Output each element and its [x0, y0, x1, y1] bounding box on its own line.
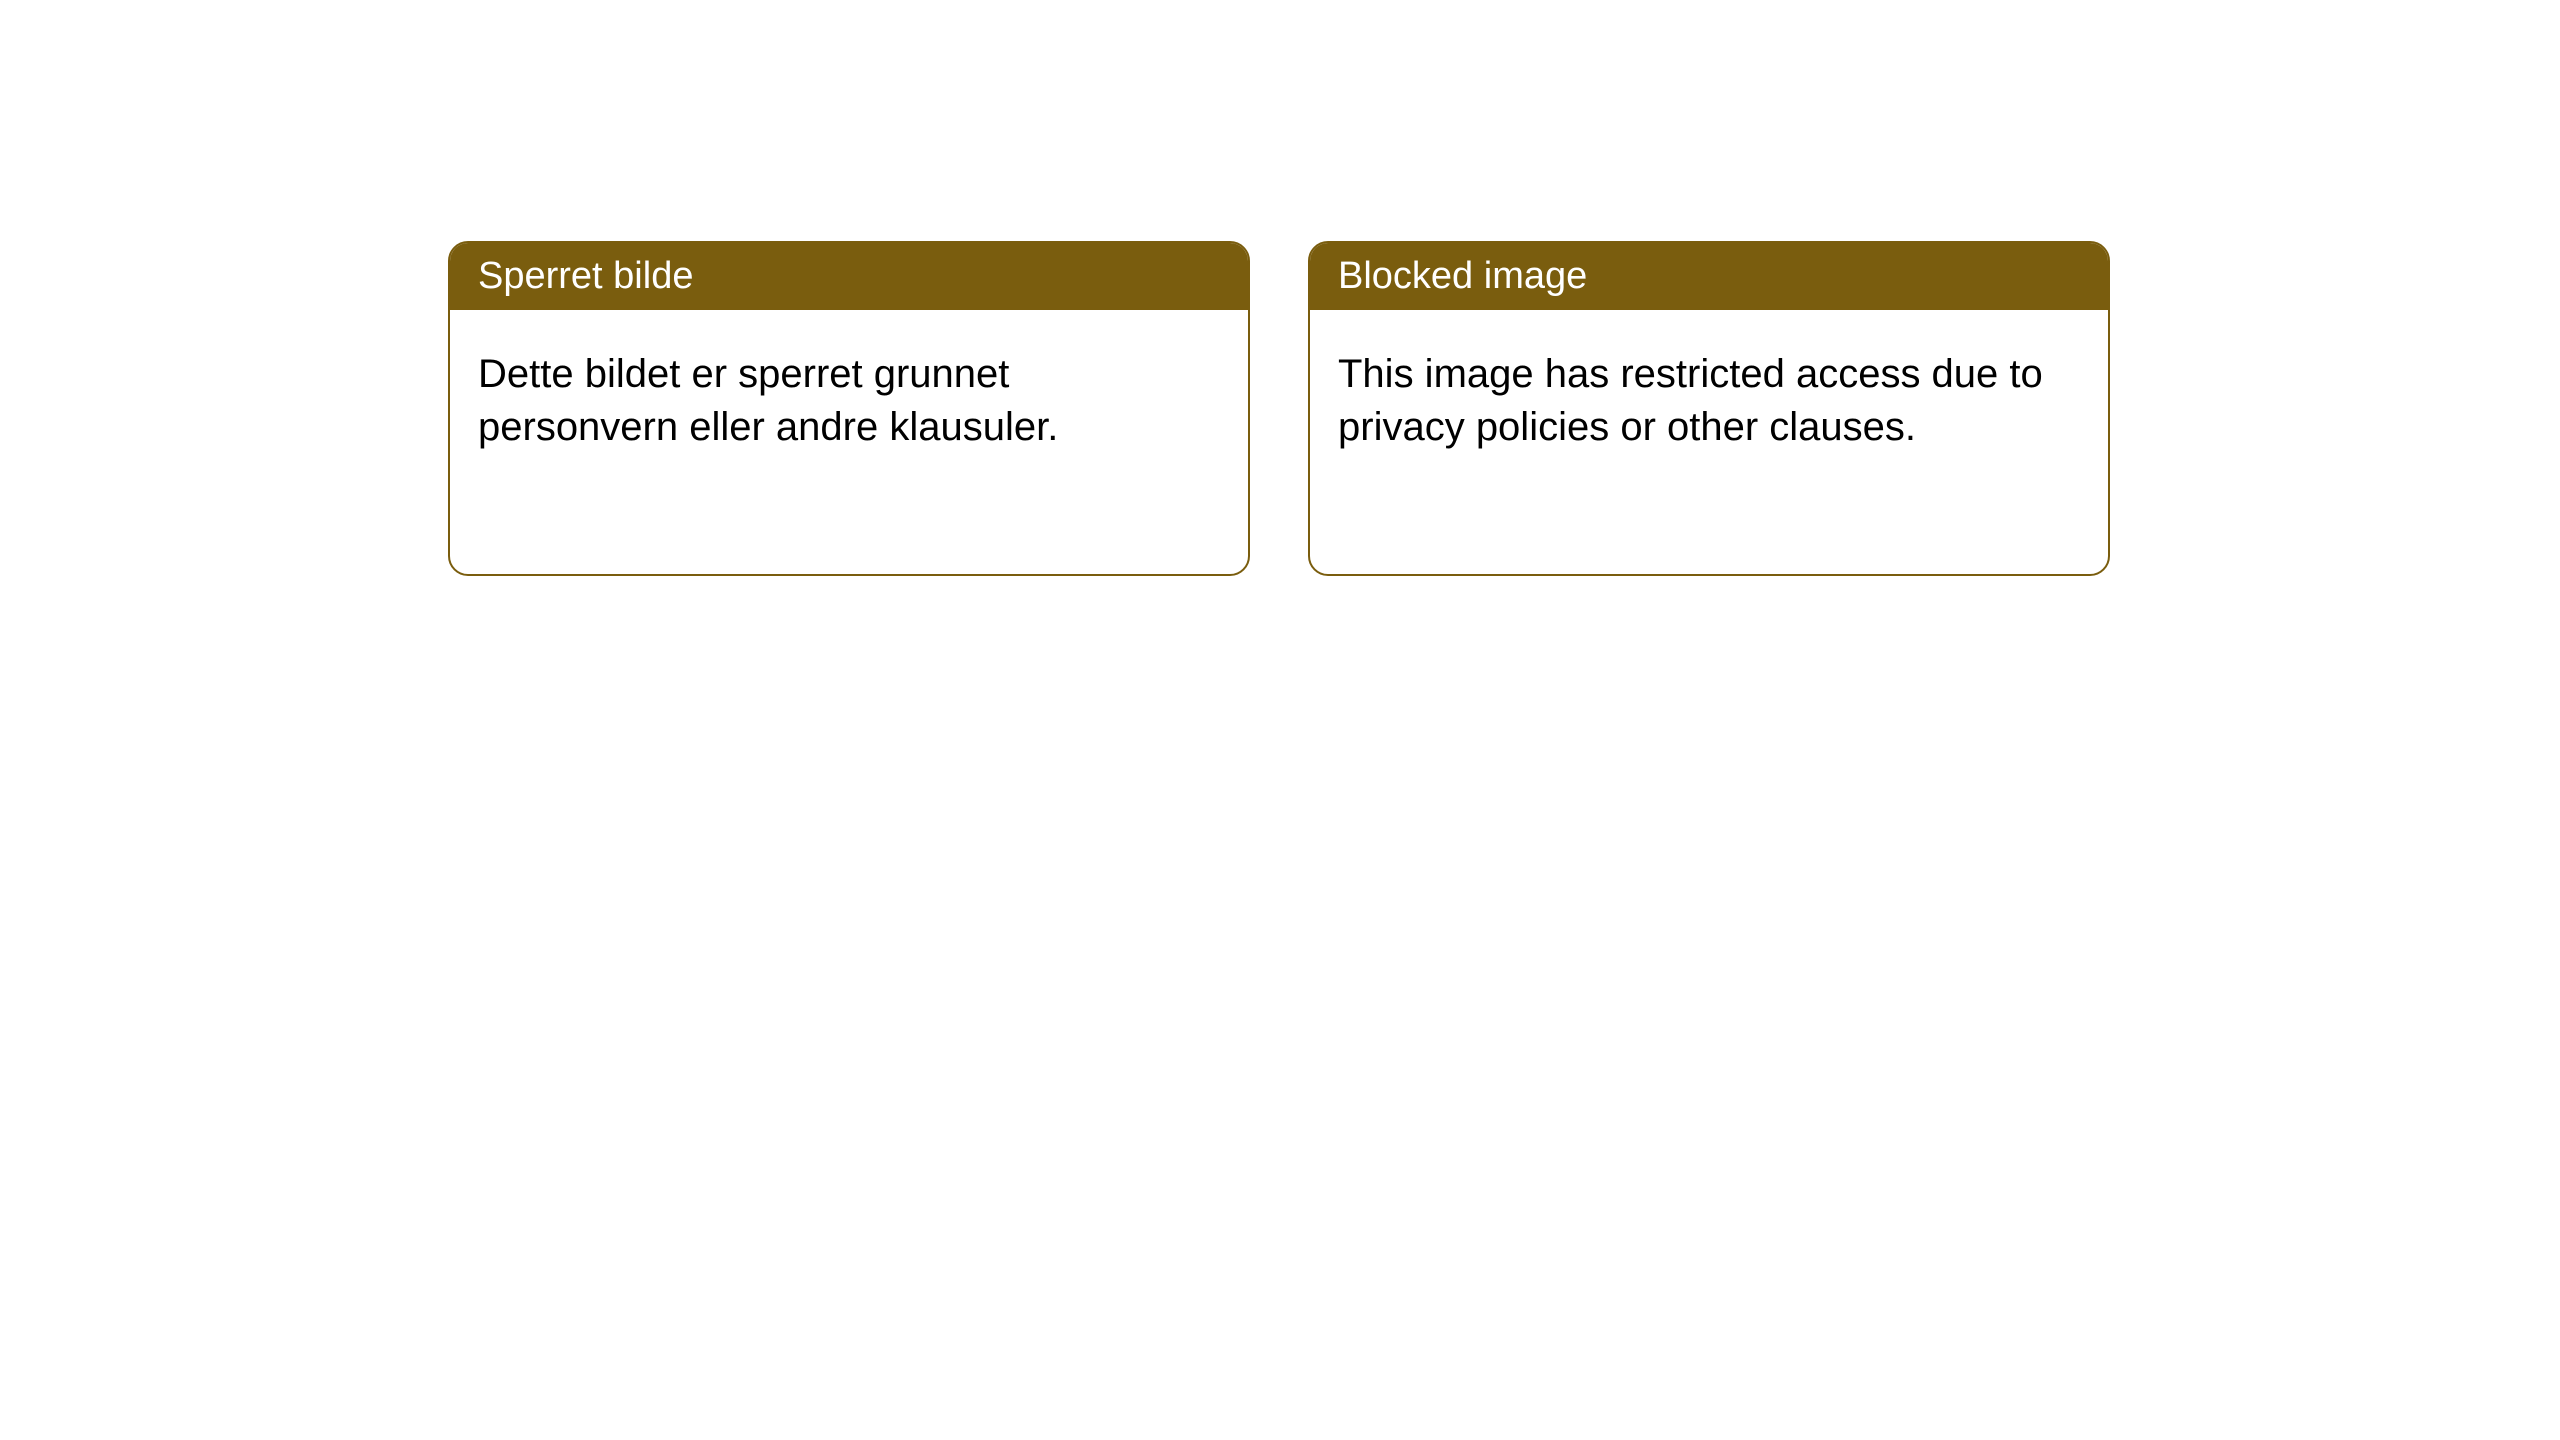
blocked-image-card-no: Sperret bilde Dette bildet er sperret gr… [448, 241, 1250, 576]
card-header: Blocked image [1310, 243, 2108, 310]
card-header: Sperret bilde [450, 243, 1248, 310]
cards-container: Sperret bilde Dette bildet er sperret gr… [0, 0, 2560, 576]
blocked-image-card-en: Blocked image This image has restricted … [1308, 241, 2110, 576]
card-title: Sperret bilde [478, 255, 693, 297]
card-body-text: This image has restricted access due to … [1338, 352, 2043, 449]
card-body: This image has restricted access due to … [1310, 310, 2108, 492]
card-body: Dette bildet er sperret grunnet personve… [450, 310, 1248, 492]
card-body-text: Dette bildet er sperret grunnet personve… [478, 352, 1058, 449]
card-title: Blocked image [1338, 255, 1587, 297]
